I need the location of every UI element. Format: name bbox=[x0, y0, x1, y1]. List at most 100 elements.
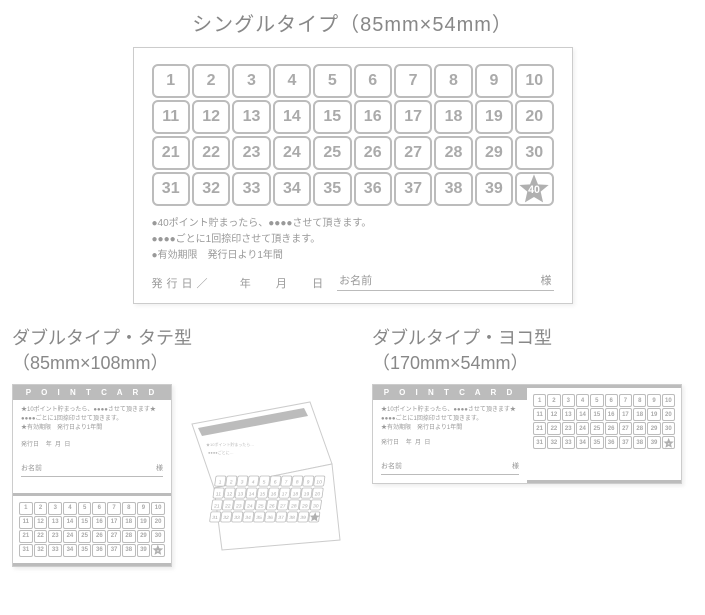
point-cell: 33 bbox=[232, 172, 270, 206]
point-cell: 30 bbox=[151, 530, 165, 543]
point-cell: 19 bbox=[475, 100, 513, 134]
point-cell: 15 bbox=[313, 100, 351, 134]
point-cell: 26 bbox=[354, 136, 392, 170]
point-cell: 9 bbox=[475, 64, 513, 98]
svg-text:★10ポイント貯まったら…: ★10ポイント貯まったら… bbox=[206, 441, 254, 447]
point-cell: 34 bbox=[576, 436, 589, 449]
point-cell: 32 bbox=[192, 172, 230, 206]
point-cell: 39 bbox=[137, 544, 151, 557]
point-cell: 7 bbox=[619, 394, 632, 407]
point-cell: 16 bbox=[92, 516, 106, 529]
point-cell: 37 bbox=[394, 172, 432, 206]
mini-name-line: お名前様 bbox=[21, 464, 163, 477]
point-cell: 13 bbox=[232, 100, 270, 134]
mini-name-line-h: お名前様 bbox=[381, 462, 519, 475]
point-cell: 15 bbox=[590, 408, 603, 421]
point-cell: 10 bbox=[515, 64, 553, 98]
point-cell: 29 bbox=[647, 422, 660, 435]
point-cell: 9 bbox=[647, 394, 660, 407]
point-cell: 30 bbox=[662, 422, 675, 435]
point-cell: 18 bbox=[633, 408, 646, 421]
point-cell: 20 bbox=[151, 516, 165, 529]
point-cell: 23 bbox=[48, 530, 62, 543]
point-cell: 12 bbox=[547, 408, 560, 421]
point-cell: 8 bbox=[122, 502, 136, 515]
mini-notes: ★10ポイント貯まったら、●●●●させて頂きます★ ●●●●ごとに1回捺印させて… bbox=[13, 400, 171, 483]
issue-date: 発行日／ 年 月 日 bbox=[152, 275, 328, 291]
point-cell: 19 bbox=[647, 408, 660, 421]
point-cell: 22 bbox=[547, 422, 560, 435]
title-single: シングルタイプ（85mm×54mm） bbox=[0, 0, 705, 37]
point-cell: 18 bbox=[434, 100, 472, 134]
point-cell: 17 bbox=[619, 408, 632, 421]
point-cell: 23 bbox=[562, 422, 575, 435]
note-line: ●40ポイント貯まったら、●●●●させて頂きます。 bbox=[152, 216, 554, 232]
point-cell: 9 bbox=[137, 502, 151, 515]
point-cell: 14 bbox=[63, 516, 77, 529]
point-cell: 11 bbox=[533, 408, 546, 421]
note-line: ●●●●ごとに1回捺印させて頂きます。 bbox=[152, 232, 554, 248]
point-cell: 34 bbox=[63, 544, 77, 557]
point-cell: 26 bbox=[92, 530, 106, 543]
point-cell: 23 bbox=[232, 136, 270, 170]
mini-card-vertical: P O I N T C A R D ★10ポイント貯まったら、●●●●させて頂き… bbox=[12, 384, 172, 567]
point-cell: 4 bbox=[576, 394, 589, 407]
point-cell: 32 bbox=[34, 544, 48, 557]
point-cell: 21 bbox=[152, 136, 190, 170]
point-cell: 1 bbox=[19, 502, 33, 515]
point-cell: 38 bbox=[122, 544, 136, 557]
point-cell: 40 bbox=[515, 172, 553, 206]
point-cell: 28 bbox=[434, 136, 472, 170]
point-cell: 25 bbox=[313, 136, 351, 170]
point-card-header: P O I N T C A R D bbox=[373, 385, 527, 400]
point-cell: 7 bbox=[394, 64, 432, 98]
point-cell: 6 bbox=[354, 64, 392, 98]
point-cell: 2 bbox=[547, 394, 560, 407]
point-cell: 27 bbox=[619, 422, 632, 435]
point-cell: 5 bbox=[590, 394, 603, 407]
point-cell: 27 bbox=[394, 136, 432, 170]
point-cell: 6 bbox=[92, 502, 106, 515]
point-cell: 13 bbox=[562, 408, 575, 421]
point-cell: 27 bbox=[107, 530, 121, 543]
point-cell: 21 bbox=[19, 530, 33, 543]
point-cell: 26 bbox=[605, 422, 618, 435]
point-cell: 29 bbox=[475, 136, 513, 170]
point-cell: 10 bbox=[662, 394, 675, 407]
double-vertical-section: ダブルタイプ・タテ型（85mm×108mm） P O I N T C A R D… bbox=[12, 326, 352, 567]
point-cell: 1 bbox=[533, 394, 546, 407]
point-cell: 33 bbox=[48, 544, 62, 557]
title-double-v: ダブルタイプ・タテ型（85mm×108mm） bbox=[12, 326, 352, 376]
card-single: 1234567891011121314151617181920212223242… bbox=[133, 47, 573, 304]
point-cell: 22 bbox=[192, 136, 230, 170]
point-cell: 40 bbox=[662, 436, 675, 449]
point-cell: 24 bbox=[273, 136, 311, 170]
point-cell: 36 bbox=[605, 436, 618, 449]
title-double-h: ダブルタイプ・ヨコ型（170mm×54mm） bbox=[372, 326, 693, 376]
point-cell: 7 bbox=[107, 502, 121, 515]
point-cell: 19 bbox=[137, 516, 151, 529]
point-cell: 20 bbox=[662, 408, 675, 421]
point-cell: 40 bbox=[151, 544, 165, 557]
point-cell: 3 bbox=[562, 394, 575, 407]
point-cell: 36 bbox=[92, 544, 106, 557]
point-cell: 15 bbox=[78, 516, 92, 529]
point-grid: 1234567891011121314151617181920212223242… bbox=[152, 64, 554, 206]
point-cell: 2 bbox=[192, 64, 230, 98]
point-cell: 5 bbox=[78, 502, 92, 515]
point-cell: 38 bbox=[434, 172, 472, 206]
point-cell: 28 bbox=[122, 530, 136, 543]
point-cell: 13 bbox=[48, 516, 62, 529]
point-cell: 12 bbox=[192, 100, 230, 134]
point-cell: 37 bbox=[107, 544, 121, 557]
point-cell: 4 bbox=[63, 502, 77, 515]
mini-card-horizontal: P O I N T C A R D ★10ポイント貯まったら、●●●●させて頂き… bbox=[372, 384, 682, 484]
point-cell: 16 bbox=[605, 408, 618, 421]
point-cell: 1 bbox=[152, 64, 190, 98]
point-cell: 21 bbox=[533, 422, 546, 435]
point-cell: 39 bbox=[475, 172, 513, 206]
card-footer: 発行日／ 年 月 日 お名前 様 bbox=[152, 272, 554, 291]
point-cell: 31 bbox=[152, 172, 190, 206]
mini-grid-h-wrap: 1234567891011121314151617181920212223242… bbox=[527, 385, 681, 483]
point-cell: 10 bbox=[151, 502, 165, 515]
